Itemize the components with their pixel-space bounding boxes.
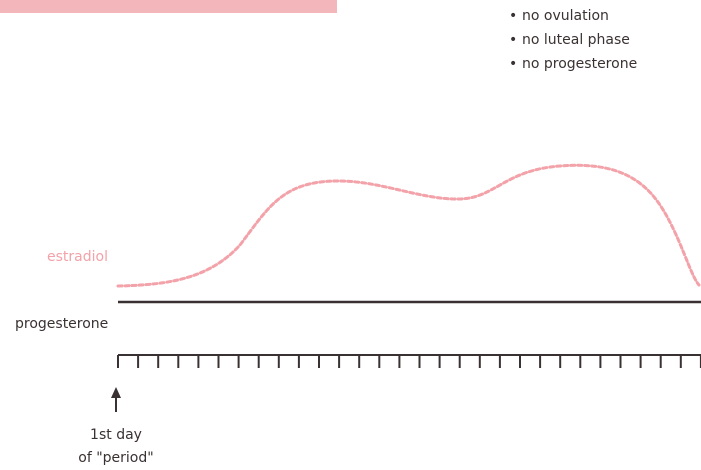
estradiol-curve: [116, 163, 701, 288]
first-day-line2: of "period": [78, 450, 154, 466]
bullet: •: [509, 8, 518, 24]
note-text: no progesterone: [522, 56, 638, 72]
header-band: [0, 0, 337, 13]
bullet: •: [509, 32, 518, 48]
note-text: no luteal phase: [522, 32, 630, 48]
note-text: no ovulation: [522, 8, 609, 24]
notes-list: • no ovulation • no luteal phase • no proge…: [509, 4, 637, 76]
up-arrow-icon: [111, 387, 121, 412]
timeline-axis: [117, 354, 701, 368]
note-item: • no ovulation: [509, 4, 637, 28]
bullet: •: [509, 56, 518, 72]
note-item: • no progesterone: [509, 52, 637, 76]
note-item: • no luteal phase: [509, 28, 637, 52]
progesterone-label: progesterone: [15, 316, 109, 332]
estradiol-label: estradiol: [47, 249, 108, 265]
first-day-label: 1st day of "period": [26, 424, 206, 470]
first-day-line1: 1st day: [90, 427, 142, 443]
